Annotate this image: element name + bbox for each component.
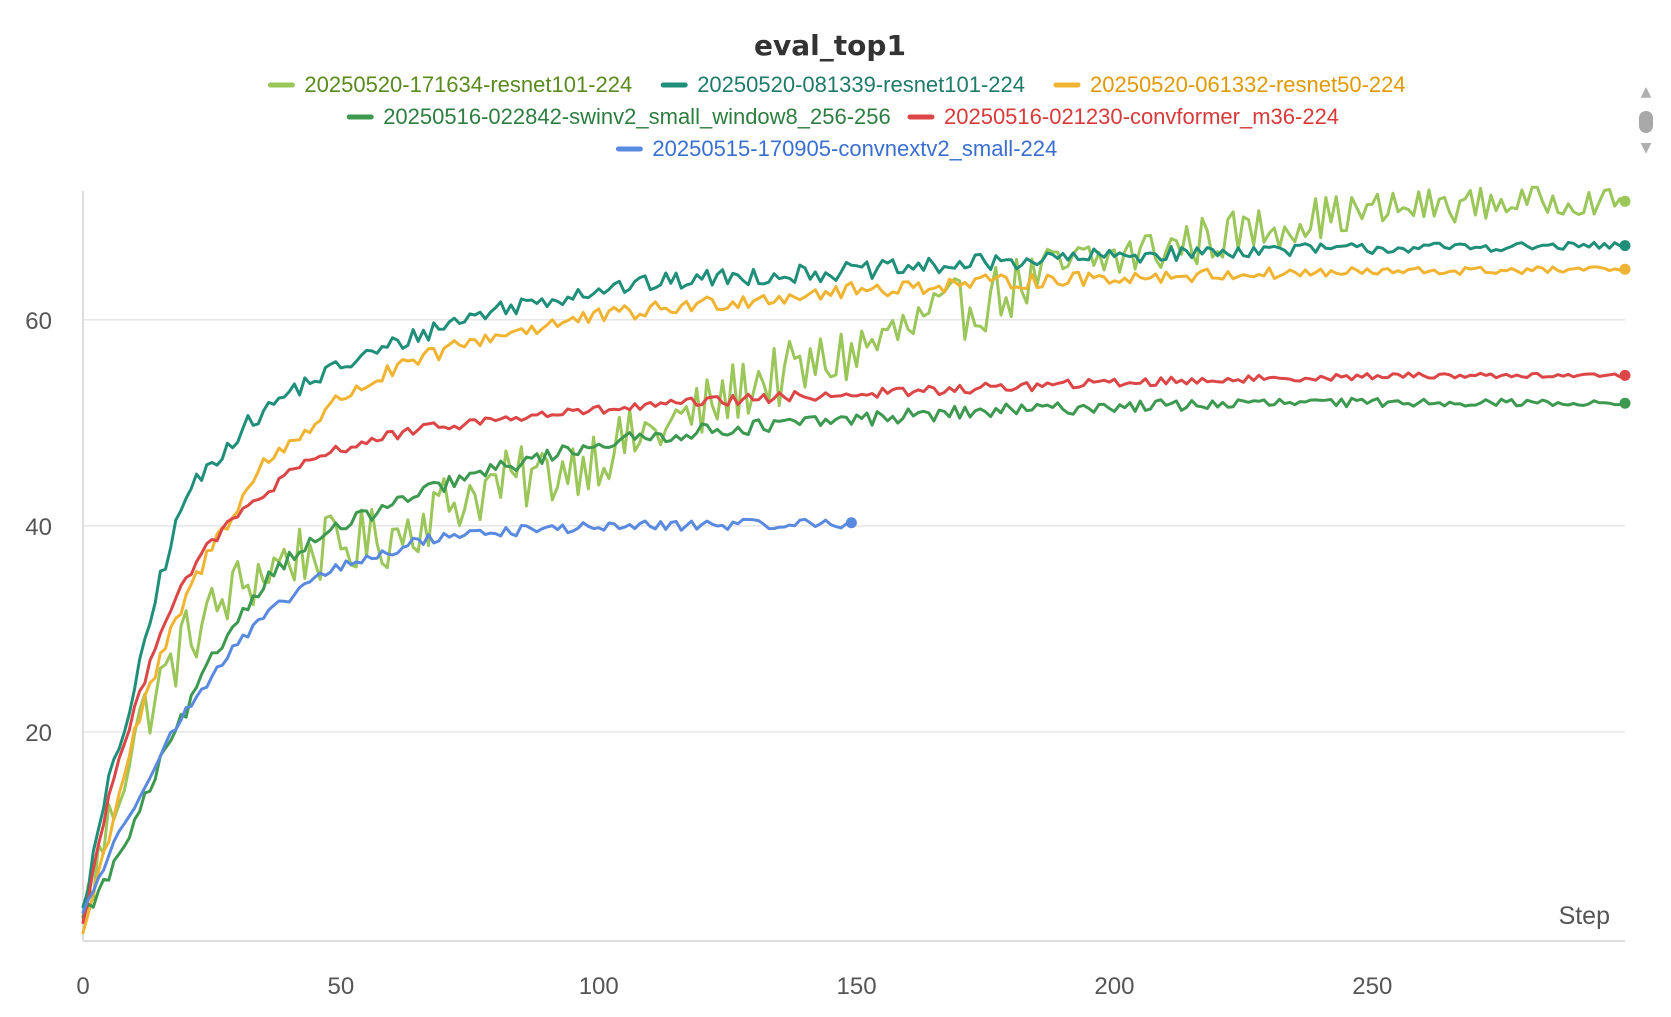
series-group [81,185,1631,935]
legend-scroll-up-icon[interactable]: ▲ [1641,84,1652,100]
series-end-marker-5 [845,517,857,529]
legend-label: 20250515-170905-convnextv2_small-224 [652,136,1057,161]
y-tick-label: 20 [25,720,52,747]
series-line-0 [81,185,1627,919]
x-tick-label: 0 [76,973,89,1000]
series-end-marker-4 [1619,369,1631,381]
chart-legend[interactable]: 20250520-171634-resnet101-224 20250520-08… [267,72,1406,161]
legend-scrollbar[interactable]: ▲ ▼ [1639,84,1653,156]
axes [82,191,1625,942]
chart-title: eval_top1 [754,29,906,62]
x-tick-label: 100 [579,973,619,1000]
legend-label: 20250520-081339-resnet101-224 [697,72,1025,97]
legend-item[interactable]: 20250516-021230-convformer_m36-224 [907,104,1339,129]
series-end-marker-0 [1619,195,1631,207]
series-line-5 [81,517,853,914]
legend-item[interactable]: 20250520-171634-resnet101-224 [267,72,632,97]
legend-label: 20250520-061332-resnet50-224 [1090,72,1406,97]
x-tick-label: 200 [1094,973,1134,1000]
x-tick-labels: 0 50 100 150 200 250 [76,973,1392,1000]
y-tick-labels: 20 40 60 [25,308,52,747]
series-end-marker-1 [1619,240,1631,252]
series-line-4 [81,371,1627,924]
legend-scroll-down-icon[interactable]: ▼ [1641,140,1652,156]
x-tick-label: 250 [1352,973,1392,1000]
legend-label: 20250516-022842-swinv2_small_window8_256… [383,104,891,129]
y-tick-label: 60 [25,308,52,335]
series-line-2 [81,265,1627,935]
x-tick-label: 50 [328,973,355,1000]
legend-item[interactable]: 20250516-022842-swinv2_small_window8_256… [346,104,891,129]
series-end-marker-2 [1619,263,1631,275]
y-tick-label: 40 [25,514,52,541]
x-tick-label: 150 [837,973,877,1000]
legend-scroll-thumb[interactable] [1639,111,1653,133]
legend-label: 20250520-171634-resnet101-224 [304,72,632,97]
legend-item[interactable]: 20250515-170905-convnextv2_small-224 [615,136,1057,161]
legend-label: 20250516-021230-convformer_m36-224 [944,104,1339,129]
x-axis-label: Step [1559,902,1610,930]
series-line-3 [81,396,1627,919]
legend-item[interactable]: 20250520-081339-resnet101-224 [660,72,1025,97]
series-end-marker-3 [1619,397,1631,409]
legend-item[interactable]: 20250520-061332-resnet50-224 [1053,72,1406,97]
series-line-1 [81,241,1627,909]
